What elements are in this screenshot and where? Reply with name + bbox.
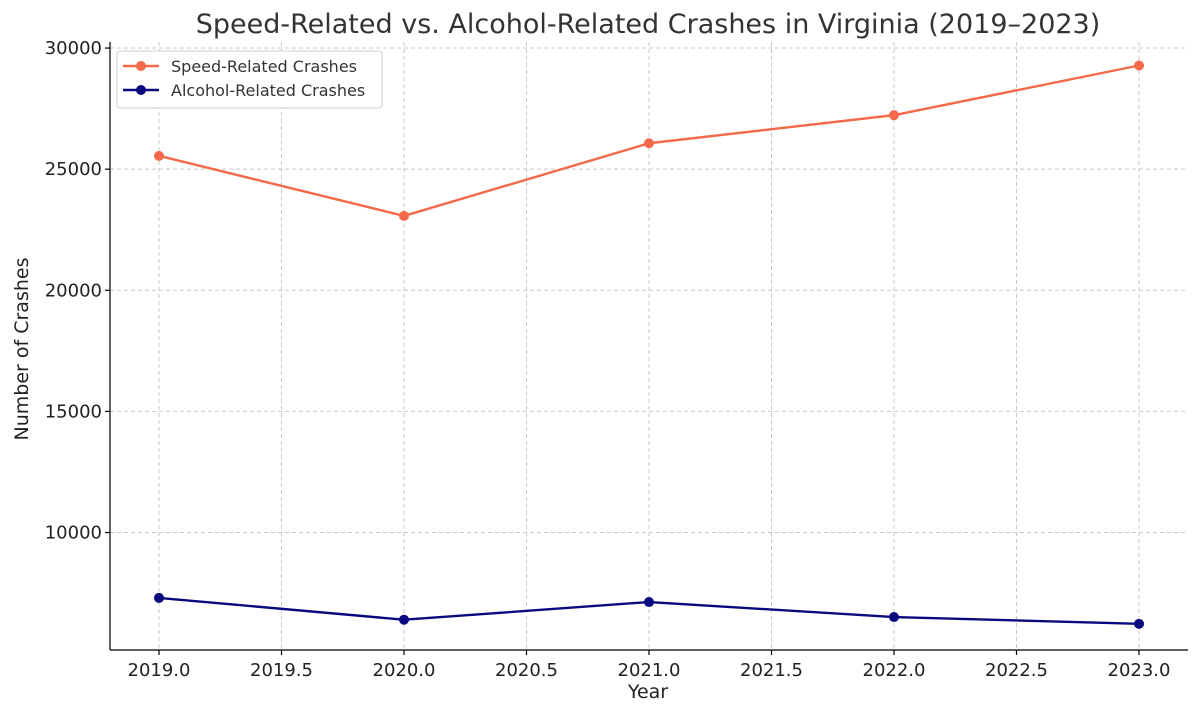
legend-label: Alcohol-Related Crashes [171, 81, 365, 100]
data-series [154, 60, 1144, 629]
x-tick-label: 2021.5 [740, 660, 803, 681]
data-point [154, 592, 164, 603]
y-tick-label: 25000 [45, 159, 102, 180]
x-tick-label: 2019.5 [250, 660, 313, 681]
x-axis-label: Year [627, 681, 668, 703]
x-axis-ticks: 2019.0 2019.5 2020.0 2020.5 2021.0 2021.5 2022… [128, 650, 1171, 681]
chart-title: Speed-Related vs. Alcohol-Related Crashe… [196, 9, 1101, 40]
data-point [1134, 60, 1144, 71]
data-point [644, 138, 654, 149]
legend-label: Speed-Related Crashes [171, 57, 357, 76]
x-tick-label: 2022.0 [863, 660, 926, 681]
data-point [1134, 618, 1144, 629]
x-tick-label: 2019.0 [128, 660, 191, 681]
data-point [399, 614, 409, 625]
y-axis-label: Number of Crashes [11, 258, 33, 441]
data-point [644, 597, 654, 608]
legend-marker [136, 61, 146, 71]
data-point [154, 150, 164, 161]
x-tick-label: 2020.0 [373, 660, 436, 681]
series-alcohol-related [154, 592, 1144, 629]
y-tick-label: 15000 [45, 401, 102, 422]
data-point [399, 210, 409, 221]
legend-marker [136, 85, 146, 95]
y-axis-ticks: 10000 15000 20000 25000 30000 [45, 38, 110, 544]
legend-item: Alcohol-Related Crashes [123, 81, 365, 100]
grid [110, 42, 1188, 650]
series-speed-related [154, 60, 1144, 221]
legend-frame [116, 50, 383, 109]
y-tick-label: 30000 [45, 38, 102, 59]
data-point [889, 110, 899, 121]
x-tick-label: 2023.0 [1108, 660, 1171, 681]
legend: Speed-Related Crashes Alcohol-Related Cra… [116, 50, 383, 109]
x-tick-label: 2021.0 [618, 660, 681, 681]
legend-item: Speed-Related Crashes [123, 57, 357, 76]
y-tick-label: 20000 [45, 280, 102, 301]
x-tick-label: 2020.5 [495, 660, 558, 681]
data-point [889, 612, 899, 623]
x-tick-label: 2022.5 [985, 660, 1048, 681]
y-tick-label: 10000 [45, 523, 102, 544]
